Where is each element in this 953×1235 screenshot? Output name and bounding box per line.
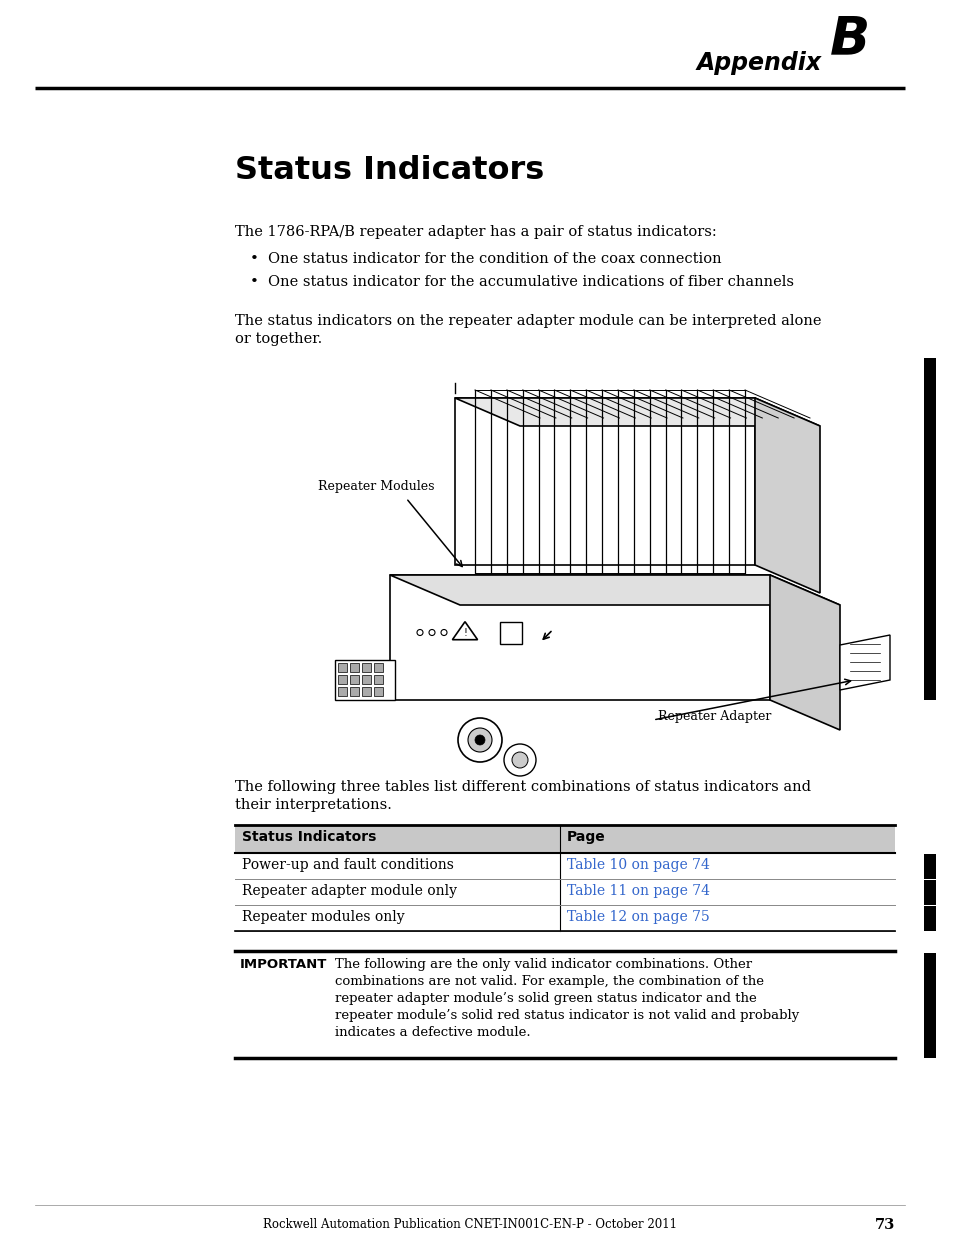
- Text: IMPORTANT: IMPORTANT: [240, 958, 327, 971]
- Text: indicates a defective module.: indicates a defective module.: [335, 1026, 530, 1039]
- Bar: [923, 853, 935, 879]
- Bar: [499, 621, 521, 643]
- Bar: [337, 676, 347, 684]
- Text: The following are the only valid indicator combinations. Other: The following are the only valid indicat…: [335, 958, 751, 971]
- Text: Repeater Modules: Repeater Modules: [317, 480, 434, 493]
- Bar: [923, 358, 935, 700]
- Bar: [923, 881, 935, 905]
- Circle shape: [475, 735, 484, 745]
- Bar: [337, 687, 347, 697]
- Bar: [350, 676, 358, 684]
- Bar: [361, 676, 371, 684]
- Text: •: •: [250, 252, 258, 266]
- Bar: [361, 663, 371, 672]
- Polygon shape: [390, 576, 769, 700]
- Circle shape: [468, 727, 492, 752]
- Text: Table 12 on page 75: Table 12 on page 75: [566, 910, 709, 924]
- Bar: [374, 663, 382, 672]
- Bar: [337, 663, 347, 672]
- Text: B: B: [829, 14, 869, 65]
- Polygon shape: [455, 398, 754, 564]
- Text: Status Indicators: Status Indicators: [234, 156, 543, 186]
- Text: Repeater Adapter: Repeater Adapter: [658, 710, 771, 722]
- Polygon shape: [840, 635, 889, 690]
- Text: repeater adapter module’s solid green status indicator and the: repeater adapter module’s solid green st…: [335, 992, 756, 1005]
- Text: One status indicator for the accumulative indications of fiber channels: One status indicator for the accumulativ…: [268, 275, 793, 289]
- Text: Repeater adapter module only: Repeater adapter module only: [242, 884, 456, 898]
- Text: 73: 73: [874, 1218, 894, 1233]
- Text: The 1786-RPA/B repeater adapter has a pair of status indicators:: The 1786-RPA/B repeater adapter has a pa…: [234, 225, 716, 240]
- Text: Rockwell Automation Publication CNET-IN001C-EN-P - October 2011: Rockwell Automation Publication CNET-IN0…: [263, 1218, 677, 1231]
- Text: Table 11 on page 74: Table 11 on page 74: [566, 884, 709, 898]
- Bar: [374, 687, 382, 697]
- Text: !: !: [462, 629, 466, 638]
- Text: Appendix: Appendix: [696, 51, 829, 75]
- Bar: [361, 687, 371, 697]
- Text: Power-up and fault conditions: Power-up and fault conditions: [242, 858, 454, 872]
- Text: combinations are not valid. For example, the combination of the: combinations are not valid. For example,…: [335, 974, 763, 988]
- Bar: [350, 663, 358, 672]
- Text: Page: Page: [566, 830, 605, 844]
- Text: The following three tables list different combinations of status indicators and: The following three tables list differen…: [234, 781, 810, 794]
- Bar: [374, 676, 382, 684]
- Polygon shape: [335, 659, 395, 700]
- Text: Status Indicators: Status Indicators: [242, 830, 376, 844]
- Text: Table 10 on page 74: Table 10 on page 74: [566, 858, 709, 872]
- Text: The status indicators on the repeater adapter module can be interpreted alone: The status indicators on the repeater ad…: [234, 314, 821, 329]
- Text: repeater module’s solid red status indicator is not valid and probably: repeater module’s solid red status indic…: [335, 1009, 799, 1023]
- Polygon shape: [769, 576, 840, 730]
- Bar: [350, 687, 358, 697]
- Bar: [923, 906, 935, 931]
- Bar: [234, 825, 894, 853]
- Polygon shape: [455, 398, 820, 426]
- Circle shape: [503, 743, 536, 776]
- Bar: [923, 953, 935, 1058]
- Circle shape: [512, 752, 527, 768]
- Circle shape: [457, 718, 501, 762]
- Text: Repeater modules only: Repeater modules only: [242, 910, 404, 924]
- Polygon shape: [754, 398, 820, 593]
- Text: •: •: [250, 275, 258, 289]
- Polygon shape: [390, 576, 840, 605]
- Text: or together.: or together.: [234, 332, 322, 346]
- Text: their interpretations.: their interpretations.: [234, 798, 392, 811]
- Text: One status indicator for the condition of the coax connection: One status indicator for the condition o…: [268, 252, 720, 266]
